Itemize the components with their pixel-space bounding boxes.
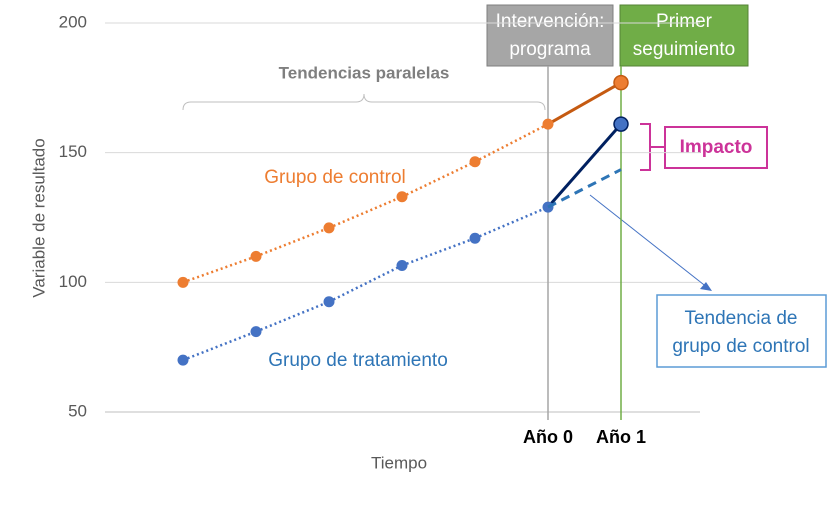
point bbox=[323, 296, 335, 308]
y-tick-label: 50 bbox=[68, 401, 87, 420]
series-line bbox=[255, 300, 330, 333]
y-tick-label: 200 bbox=[59, 12, 87, 31]
series-line bbox=[547, 81, 622, 126]
legend-label: grupo de control bbox=[672, 336, 809, 357]
series-line bbox=[546, 123, 623, 209]
point bbox=[250, 250, 262, 262]
legend-label: Tendencia de bbox=[684, 308, 797, 329]
intervention-box bbox=[486, 4, 614, 67]
follow-up-label: Primer bbox=[656, 11, 713, 32]
point bbox=[396, 191, 408, 203]
point bbox=[469, 232, 481, 244]
point bbox=[323, 222, 335, 234]
series-line bbox=[328, 264, 403, 303]
impact-box bbox=[664, 126, 768, 169]
y-tick-label: 150 bbox=[59, 142, 87, 161]
point bbox=[542, 118, 554, 130]
point bbox=[177, 354, 189, 366]
parallel-label: Tendencias paralelas bbox=[279, 63, 450, 82]
x-tick-label: Año 1 bbox=[596, 427, 646, 447]
series-line bbox=[474, 205, 549, 240]
legend-box bbox=[656, 294, 827, 368]
follow-up-box bbox=[619, 4, 749, 67]
point bbox=[613, 74, 629, 91]
intervention-label: programa bbox=[509, 39, 591, 60]
callout-arrow bbox=[589, 194, 709, 289]
y-tick-label: 100 bbox=[59, 272, 87, 291]
impact-bracket bbox=[640, 123, 665, 171]
series-line bbox=[401, 237, 476, 267]
series-line bbox=[474, 123, 549, 163]
point bbox=[177, 276, 189, 288]
series-line bbox=[328, 195, 403, 230]
intervention-label: Intervención: bbox=[496, 11, 605, 32]
series-label: Grupo de control bbox=[264, 167, 406, 188]
impact-label: Impacto bbox=[680, 137, 753, 158]
arrow-head bbox=[700, 282, 712, 291]
y-axis-label: Variable de resultado bbox=[29, 138, 48, 297]
series-line bbox=[182, 255, 257, 284]
series-line bbox=[255, 226, 330, 258]
point bbox=[250, 326, 262, 338]
point bbox=[396, 259, 408, 271]
follow-up-label: seguimiento bbox=[633, 39, 735, 60]
point bbox=[613, 116, 629, 132]
x-axis-label: Tiempo bbox=[371, 453, 427, 472]
series-line bbox=[182, 330, 257, 362]
point bbox=[469, 156, 481, 168]
series-line bbox=[547, 168, 622, 209]
series-label: Grupo de tratamiento bbox=[268, 350, 448, 371]
brace bbox=[182, 93, 546, 111]
series-line bbox=[401, 160, 476, 198]
x-tick-label: Año 0 bbox=[523, 427, 573, 447]
